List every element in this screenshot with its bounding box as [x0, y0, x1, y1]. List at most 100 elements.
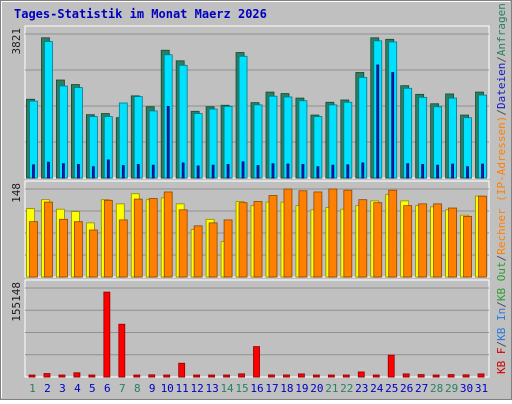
bar	[43, 373, 51, 378]
bar	[357, 371, 365, 378]
bar	[403, 205, 413, 278]
right-legend: KB F/KB In/KB Out/Rechner (IP-Adressen)/…	[495, 3, 508, 374]
legend-entry: /	[495, 341, 508, 348]
bar	[433, 203, 443, 278]
bar	[238, 55, 248, 179]
day-label: 1	[29, 382, 36, 395]
bar	[432, 374, 440, 378]
bar	[406, 163, 410, 179]
day-label: 9	[149, 382, 156, 395]
bar	[418, 203, 428, 278]
bar	[29, 221, 38, 278]
day-label: 22	[340, 382, 353, 395]
day-label: 31	[475, 382, 488, 395]
bar	[163, 374, 171, 378]
y-max-label: 3821	[10, 28, 23, 55]
day-label: 6	[104, 382, 111, 395]
day-label: 10	[161, 382, 174, 395]
bar	[151, 164, 155, 179]
bar	[463, 215, 472, 278]
bar	[466, 166, 469, 179]
bar	[477, 373, 485, 378]
day-label: 20	[310, 382, 323, 395]
bar	[478, 195, 487, 278]
bar	[283, 188, 293, 278]
bar	[481, 163, 484, 179]
bar	[271, 163, 275, 179]
bar	[91, 166, 95, 179]
bar	[451, 163, 454, 179]
bar	[253, 346, 260, 378]
bar	[387, 354, 395, 378]
day-label: 21	[325, 382, 338, 395]
chart-title: Tages-Statistik im Monat Maerz 2026	[14, 7, 267, 21]
bar	[193, 225, 203, 278]
day-label: 15	[235, 382, 248, 395]
bar	[238, 202, 248, 278]
bar	[62, 163, 65, 179]
day-label: 17	[265, 382, 278, 395]
bar	[373, 202, 383, 278]
bar	[44, 201, 53, 278]
bar	[178, 64, 188, 179]
day-label: 26	[400, 382, 413, 395]
bar	[268, 195, 278, 278]
bar	[301, 164, 305, 179]
bar	[462, 374, 470, 378]
bar	[331, 164, 335, 179]
chart-panels: 3821 148 155148	[10, 25, 490, 378]
day-label: 12	[191, 382, 204, 395]
legend-entry: /	[495, 56, 508, 63]
bar	[286, 163, 290, 179]
bar	[178, 209, 188, 278]
legend-entry: Dateien	[495, 63, 508, 109]
bar	[223, 219, 233, 278]
bar	[74, 221, 83, 278]
bar	[44, 41, 53, 179]
bar	[133, 374, 141, 378]
bar	[358, 199, 368, 278]
legend-entry: /	[495, 255, 508, 262]
bar	[211, 164, 215, 179]
day-label: 14	[220, 382, 234, 395]
bar	[32, 164, 35, 179]
panel-bottom: 155148	[10, 279, 490, 378]
bar	[148, 374, 156, 378]
bar	[298, 373, 305, 378]
y-max-label: 155148	[10, 282, 23, 322]
day-label: 28	[430, 382, 443, 395]
legend-entry: /	[495, 301, 508, 308]
day-label: 19	[295, 382, 308, 395]
bar	[47, 161, 50, 179]
bar	[223, 374, 230, 378]
day-label: 24	[370, 382, 384, 395]
bar	[346, 164, 350, 179]
bar	[342, 374, 350, 378]
bar	[121, 165, 125, 179]
bar	[372, 374, 380, 378]
bar	[106, 159, 110, 179]
day-label: 23	[355, 382, 368, 395]
day-label: 18	[280, 382, 293, 395]
day-label: 2	[44, 382, 51, 395]
bar	[103, 291, 111, 378]
y-max-label: 148	[10, 183, 23, 203]
bar	[226, 164, 230, 179]
day-label: 13	[205, 382, 218, 395]
bar	[448, 207, 457, 278]
bar	[283, 374, 290, 378]
day-label: 4	[74, 382, 81, 395]
bar	[343, 189, 353, 278]
bar	[59, 218, 68, 278]
bar	[256, 165, 260, 179]
bar	[136, 164, 140, 179]
bar	[88, 374, 96, 378]
day-label: 7	[119, 382, 126, 395]
bar	[118, 323, 126, 378]
legend-entry: KB In	[495, 308, 508, 341]
bar	[208, 374, 216, 378]
bar	[118, 219, 128, 278]
bar	[208, 222, 218, 278]
bar	[238, 373, 245, 378]
